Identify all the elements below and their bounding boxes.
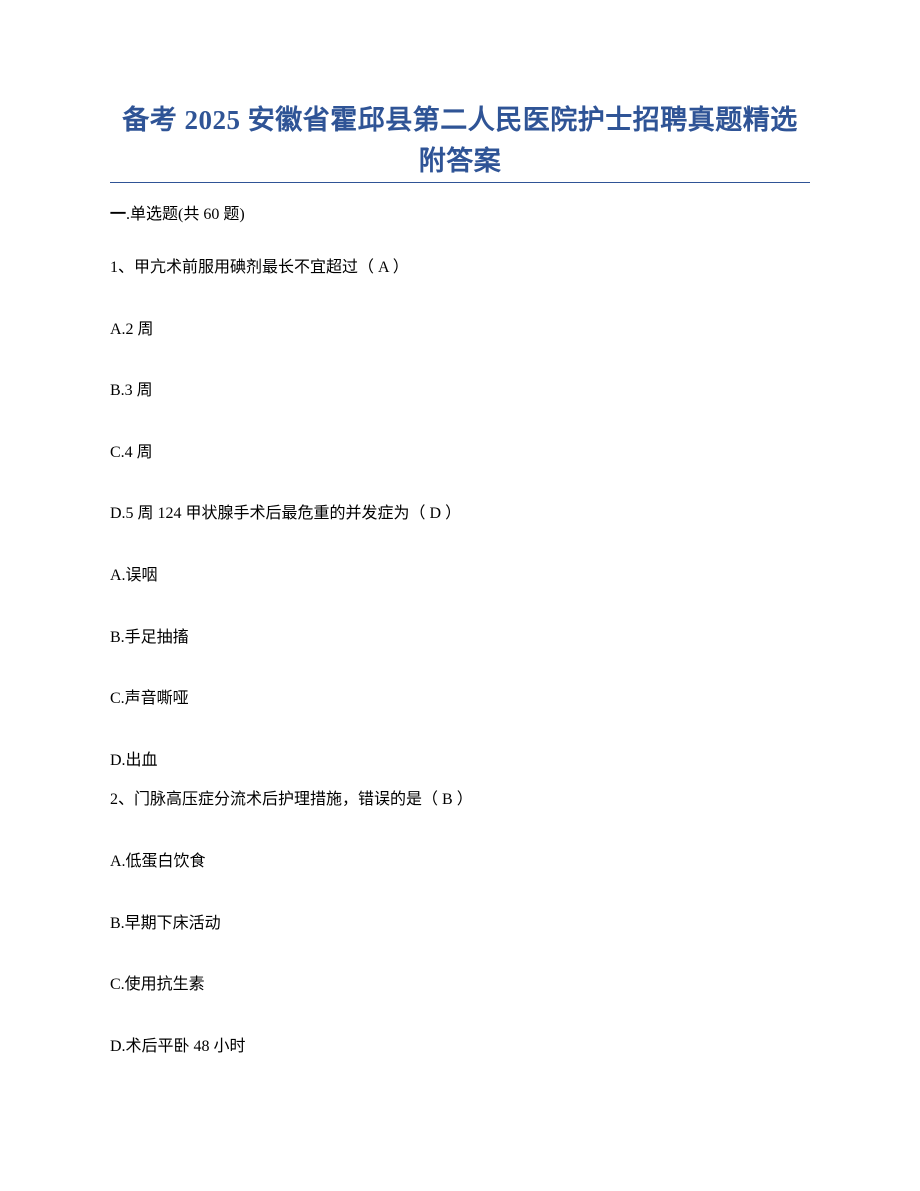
title-underline	[110, 182, 810, 183]
option-a: A.低蛋白饮食	[110, 849, 810, 875]
sub-option-d: D.出血	[110, 748, 810, 774]
question-text: 甲亢术前服用碘剂最长不宜超过（ A ）	[134, 259, 409, 276]
section-type: .单选题	[126, 206, 178, 223]
option-c: C.使用抗生素	[110, 972, 810, 998]
sub-option-b: B.手足抽搐	[110, 625, 810, 651]
option-d: D.术后平卧 48 小时	[110, 1034, 810, 1060]
sub-option-c: C.声音嘶哑	[110, 686, 810, 712]
option-a: A.2 周	[110, 317, 810, 343]
option-d: D.5 周 124 甲状腺手术后最危重的并发症为（ D ）	[110, 501, 810, 527]
section-count: (共 60 题)	[178, 206, 245, 223]
question-stem: 2、门脉高压症分流术后护理措施，错误的是（ B ）	[110, 787, 810, 813]
question-number: 1、	[110, 259, 134, 276]
question-text: 门脉高压症分流术后护理措施，错误的是（ B ）	[134, 791, 473, 808]
document-title: 备考 2025 安徽省霍邱县第二人民医院护士招聘真题精选附答案	[110, 100, 810, 181]
sub-option-a: A.误咽	[110, 563, 810, 589]
section-header: 一.单选题(共 60 题)	[110, 203, 810, 227]
question-number: 2、	[110, 791, 134, 808]
section-prefix: 一	[110, 206, 126, 223]
option-b: B.3 周	[110, 378, 810, 404]
document-page: 备考 2025 安徽省霍邱县第二人民医院护士招聘真题精选附答案 一.单选题(共 …	[0, 0, 920, 1191]
question-stem: 1、甲亢术前服用碘剂最长不宜超过（ A ）	[110, 255, 810, 281]
option-b: B.早期下床活动	[110, 911, 810, 937]
option-c: C.4 周	[110, 440, 810, 466]
